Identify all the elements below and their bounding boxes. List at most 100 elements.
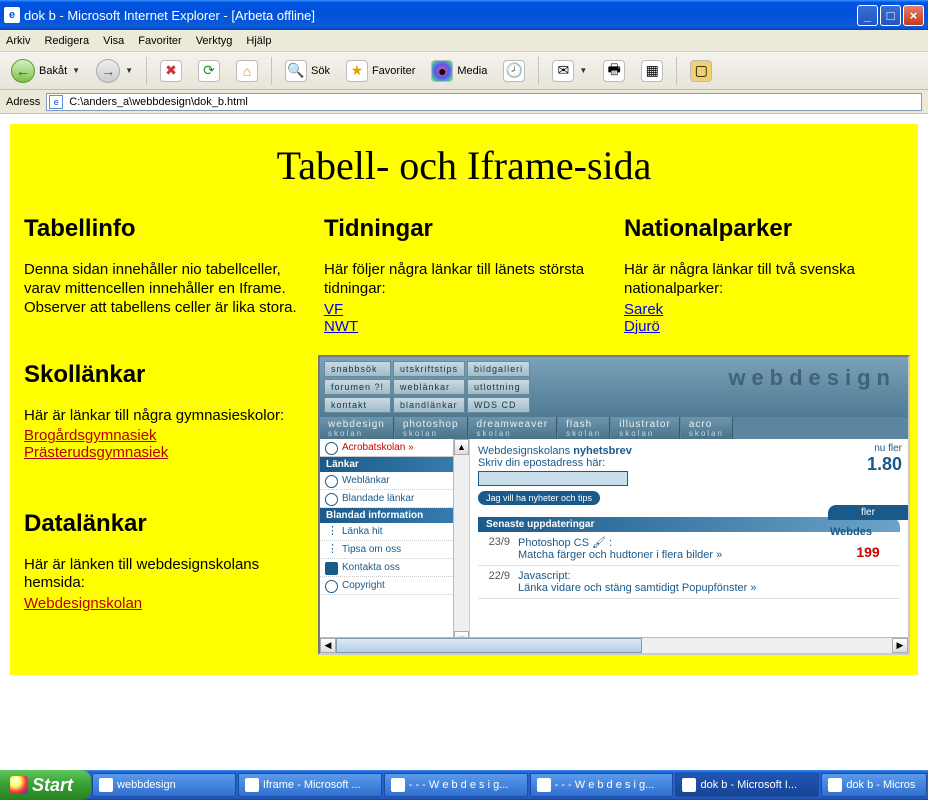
back-button[interactable]: ← Bakåt ▼	[6, 56, 85, 86]
ie-icon	[537, 778, 551, 792]
side-scrollbar[interactable]: ▲ ▼	[453, 439, 469, 647]
scroll-up-icon[interactable]: ▲	[454, 439, 469, 455]
minimize-button[interactable]: _	[857, 5, 878, 26]
subscribe-button[interactable]: Jag vill ha nyheter och tips	[478, 491, 600, 505]
side-weblankar[interactable]: Weblänkar	[320, 472, 469, 490]
text-tabellinfo: Denna sidan innehåller nio tabellceller,…	[24, 261, 312, 317]
side-lanka-hit[interactable]: Länka hit	[320, 523, 469, 541]
menu-visa[interactable]: Visa	[103, 35, 124, 47]
scroll-right-icon[interactable]: ▶	[892, 638, 908, 653]
task-webdesig-2[interactable]: - - - W e b d e s i g...	[530, 773, 674, 797]
update-link[interactable]: Länka vidare och stäng samtidigt Popupfö…	[518, 582, 756, 594]
nav-kontakt[interactable]: kontakt	[324, 397, 391, 413]
nav-forumen[interactable]: forumen ?!	[324, 379, 391, 395]
menu-hjalp[interactable]: Hjälp	[246, 35, 271, 47]
ie-icon	[828, 778, 842, 792]
side-blandade[interactable]: Blandade länkar	[320, 490, 469, 508]
nav-wdscd[interactable]: WDS CD	[467, 397, 530, 413]
link-prasteruds[interactable]: Prästerudsgymnasiek	[24, 444, 168, 461]
iframe-hscrollbar[interactable]: ◀ ▶	[320, 637, 908, 653]
task-iframe-doc[interactable]: Iframe - Microsoft ...	[238, 773, 382, 797]
address-input[interactable]	[46, 93, 922, 111]
tab-flash[interactable]: flashskolan	[558, 417, 610, 439]
nav-blandlankar[interactable]: blandlänkar	[393, 397, 465, 413]
menu-favoriter[interactable]: Favoriter	[138, 35, 181, 47]
close-button[interactable]: ×	[903, 5, 924, 26]
maximize-button[interactable]: □	[880, 5, 901, 26]
mail-button[interactable]: ✉▼	[547, 57, 592, 85]
stop-button[interactable]: ✖	[155, 57, 187, 85]
nav-bildgalleri[interactable]: bildgalleri	[467, 361, 530, 377]
forward-button[interactable]: → ▼	[91, 56, 138, 86]
home-icon: ⌂	[236, 60, 258, 82]
print-button[interactable]: 🖶	[598, 57, 630, 85]
nav-weblankar[interactable]: weblänkar	[393, 379, 465, 395]
favorites-button[interactable]: ★ Favoriter	[341, 57, 420, 85]
history-button[interactable]: 🕗	[498, 57, 530, 85]
edit-button[interactable]: ▦	[636, 57, 668, 85]
folder-button[interactable]: ▢	[685, 57, 717, 85]
iframe-content: snabbsök utskriftstips bildgalleri forum…	[318, 355, 910, 655]
cell-datalankar: Datalänkar Här är länken till webdesigns…	[18, 504, 318, 655]
promo-fler: fler	[828, 505, 908, 520]
window-titlebar: e dok b - Microsoft Internet Explorer - …	[0, 0, 928, 30]
start-label: Start	[32, 775, 73, 796]
iframe-right-promo: nu fler 1.80 fler Webdes 199	[828, 443, 908, 560]
menu-verktyg[interactable]: Verktyg	[196, 35, 233, 47]
scroll-thumb[interactable]	[336, 638, 642, 653]
media-button[interactable]: ● Media	[426, 57, 492, 85]
taskbar: Start webbdesign Iframe - Microsoft ... …	[0, 770, 928, 800]
start-button[interactable]: Start	[0, 770, 91, 800]
tab-webdesign[interactable]: webdesignskolan	[320, 417, 394, 439]
link-vf[interactable]: VF	[324, 301, 343, 318]
side-tipsa[interactable]: Tipsa om oss	[320, 541, 469, 559]
task-webbdesign[interactable]: webbdesign	[92, 773, 236, 797]
link-brogards[interactable]: Brogårdsgymnasiek	[24, 427, 157, 444]
refresh-button[interactable]: ⟳	[193, 57, 225, 85]
refresh-icon: ⟳	[198, 60, 220, 82]
address-bar: Adress e	[0, 90, 928, 114]
page-title: Tabell- och Iframe-sida	[18, 142, 910, 189]
mail-icon: ✉	[552, 60, 574, 82]
link-webdesignskolan[interactable]: Webdesignskolan	[24, 595, 142, 612]
page-body: Tabell- och Iframe-sida Tabellinfo Denna…	[10, 124, 918, 675]
update-row: 22/9 Javascript: Länka vidare och stäng …	[478, 566, 900, 599]
favorites-label: Favoriter	[372, 65, 415, 77]
tab-dreamweaver[interactable]: dreamweaverskolan	[469, 417, 558, 439]
link-nwt[interactable]: NWT	[324, 318, 358, 335]
promo-180: 1.80	[828, 454, 908, 475]
stop-icon: ✖	[160, 60, 182, 82]
media-icon: ●	[431, 60, 453, 82]
update-link[interactable]: Matcha färger och hudtoner i flera bilde…	[518, 549, 722, 561]
separator	[676, 57, 677, 85]
task-dokb-active[interactable]: dok b - Microsoft I...	[675, 773, 819, 797]
home-button[interactable]: ⌂	[231, 57, 263, 85]
history-icon: 🕗	[503, 60, 525, 82]
nav-utskrift[interactable]: utskriftstips	[393, 361, 465, 377]
star-icon: ★	[346, 60, 368, 82]
menu-redigera[interactable]: Redigera	[44, 35, 89, 47]
menu-bar: Arkiv Redigera Visa Favoriter Verktyg Hj…	[0, 30, 928, 52]
nav-snabbsok[interactable]: snabbsök	[324, 361, 391, 377]
side-acrobat[interactable]: Acrobatskolan »	[320, 439, 469, 457]
link-djuro[interactable]: Djurö	[624, 318, 660, 335]
menu-arkiv[interactable]: Arkiv	[6, 35, 30, 47]
scroll-left-icon[interactable]: ◀	[320, 638, 336, 653]
side-copyright[interactable]: Copyright	[320, 577, 469, 595]
email-field[interactable]	[478, 471, 628, 486]
nav-utlottning[interactable]: utlottning	[467, 379, 530, 395]
link-sarek[interactable]: Sarek	[624, 301, 663, 318]
task-webdesig-1[interactable]: - - - W e b d e s i g...	[384, 773, 528, 797]
tab-acro[interactable]: acroskolan	[681, 417, 733, 439]
tab-illustrator[interactable]: illustratorskolan	[611, 417, 680, 439]
cell-skollankar: Skollänkar Här är länkar till några gymn…	[18, 355, 318, 504]
task-dokb-2[interactable]: dok b - Micros	[821, 773, 927, 797]
side-header-blandad: Blandad information	[320, 508, 469, 523]
iframe-sidebar: Acrobatskolan » Länkar Weblänkar Blandad…	[320, 439, 470, 655]
tab-photoshop[interactable]: photoshopskolan	[395, 417, 468, 439]
address-label: Adress	[6, 96, 40, 108]
update-title: Javascript:	[518, 570, 571, 582]
chevron-down-icon: ▼	[72, 66, 80, 75]
search-button[interactable]: 🔍 Sök	[280, 57, 335, 85]
side-kontakta[interactable]: Kontakta oss	[320, 559, 469, 577]
